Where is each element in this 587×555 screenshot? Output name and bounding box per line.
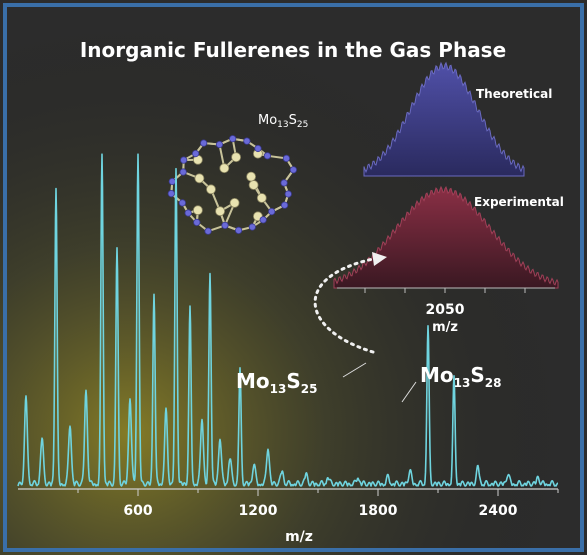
molecule-atom-s-21 bbox=[193, 218, 201, 226]
frame-border bbox=[3, 3, 584, 552]
peak-label-mo13s28-mo: Mo bbox=[420, 363, 454, 387]
molecule-atom-s-26 bbox=[179, 168, 187, 176]
leader-line-mo13s25 bbox=[342, 362, 367, 378]
theoretical-label: Theoretical bbox=[476, 87, 552, 101]
molecule-atom-mo-4 bbox=[215, 206, 226, 217]
molecule-atom-s-28 bbox=[192, 150, 200, 158]
molecule-atom-s-18 bbox=[235, 226, 243, 234]
molecule-atom-s-30 bbox=[215, 140, 224, 149]
molecule-atom-s-33 bbox=[254, 144, 262, 153]
molecule-atom-mo-12 bbox=[246, 171, 257, 182]
peak-label-mo13s25: Mo13S25 bbox=[236, 369, 317, 396]
dotted-arrow bbox=[313, 256, 380, 354]
molecule-atom-s-35 bbox=[282, 154, 290, 162]
molecule-atom-mo-1 bbox=[256, 193, 267, 203]
peak-label-mo13s28-sub2: 28 bbox=[485, 376, 502, 390]
molecule-atom-mo-3 bbox=[229, 197, 240, 208]
theoretical-distribution-area bbox=[363, 61, 525, 177]
peak-label-mo13s25-s: S bbox=[286, 369, 300, 393]
molecule-atom-s-17 bbox=[248, 223, 256, 231]
chart-title: Inorganic Fullerenes in the Gas Phase bbox=[80, 38, 506, 62]
inset-x-axis-label: m/z bbox=[432, 320, 458, 335]
molecule-atom-s-34 bbox=[263, 152, 271, 160]
molecule-formula-mo: Mo bbox=[258, 113, 277, 128]
molecule-atom-s-29 bbox=[200, 139, 208, 147]
mass-spectrum-line bbox=[17, 153, 559, 487]
inset-tick-label-2050: 2050 bbox=[426, 302, 465, 318]
molecule-formula-label: Mo13S25 bbox=[258, 113, 308, 130]
molecule-atom-s-27 bbox=[180, 156, 188, 164]
arrow-head bbox=[372, 252, 387, 266]
leader-line-mo13s28 bbox=[401, 381, 417, 403]
molecule-atom-s-20 bbox=[204, 227, 212, 235]
inset-axis-ticks bbox=[364, 288, 526, 293]
molecule-formula-s: S bbox=[289, 113, 297, 128]
x-axis-ticks: 600 1200 1800 2400 bbox=[77, 489, 559, 519]
molecule-atom-s-36 bbox=[289, 166, 297, 174]
molecule-atom-mo-9 bbox=[219, 163, 230, 174]
x-tick-label-1800: 1800 bbox=[359, 503, 398, 519]
peak-label-mo13s28-s: S bbox=[470, 363, 484, 387]
molecule-atom-s-16 bbox=[259, 216, 267, 224]
molecule-atom-s-32 bbox=[243, 137, 251, 145]
molecule-atom-s-31 bbox=[229, 135, 237, 143]
peak-label-mo13s28: Mo13S28 bbox=[420, 363, 501, 390]
molecule-atom-s-13 bbox=[284, 190, 292, 198]
molecule-atom-s-22 bbox=[184, 209, 192, 217]
peak-label-mo13s28-sub1: 13 bbox=[454, 376, 471, 390]
molecule-atom-s-14 bbox=[280, 201, 289, 209]
x-tick-label-600: 600 bbox=[123, 503, 152, 519]
peak-label-mo13s25-sub1: 13 bbox=[270, 382, 287, 396]
molecule-atom-mo-5 bbox=[192, 205, 203, 216]
peak-label-mo13s25-mo: Mo bbox=[236, 369, 270, 393]
x-axis-label: m/z bbox=[285, 529, 313, 545]
molecule-atom-mo-0 bbox=[248, 180, 259, 190]
molecule-atom-s-24 bbox=[167, 190, 175, 198]
peak-label-mo13s25-sub2: 25 bbox=[301, 382, 318, 396]
molecule-atom-mo-10 bbox=[231, 152, 242, 163]
molecule-formula-sub2: 25 bbox=[297, 120, 308, 130]
x-tick-label-1200: 1200 bbox=[239, 503, 278, 519]
experimental-label: Experimental bbox=[474, 195, 564, 209]
molecule-formula-sub1: 13 bbox=[277, 120, 288, 130]
molecule-atom-s-23 bbox=[178, 199, 186, 207]
molecule-atom-s-37 bbox=[280, 179, 288, 187]
x-tick-label-2400: 2400 bbox=[479, 503, 518, 519]
molecule-atom-s-19 bbox=[221, 221, 229, 229]
molecule-atom-s-25 bbox=[168, 177, 176, 186]
molecule-structure-image bbox=[167, 135, 297, 235]
molecule-atom-s-15 bbox=[268, 208, 276, 216]
molecule-atom-mo-7 bbox=[194, 173, 205, 184]
molecule-atom-mo-6 bbox=[206, 184, 216, 195]
